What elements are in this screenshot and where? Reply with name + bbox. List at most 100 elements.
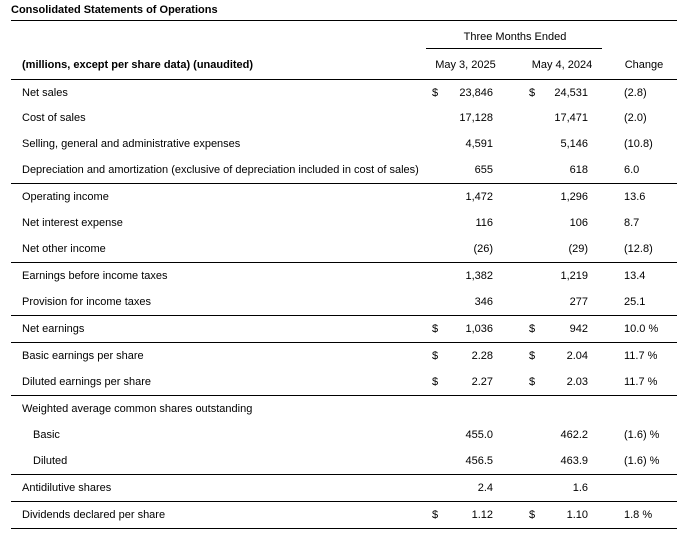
value-prior: 1.6	[572, 482, 588, 494]
value-prior: 1.10	[566, 509, 588, 521]
value-change: (1.6) %	[624, 429, 660, 441]
value-current: 2.28	[471, 350, 493, 362]
value-prior: 942	[569, 323, 588, 335]
table-row: Weighted average common shares outstandi…	[11, 396, 677, 422]
value-prior: 24,531	[554, 87, 588, 99]
value-prior: 277	[569, 296, 588, 308]
table-row: Operating income 1,472 1,296 13.6	[11, 184, 677, 210]
table-row: Net earnings $ 1,036 $ 942 10.0 %	[11, 316, 677, 343]
row-label: Basic earnings per share	[22, 350, 144, 362]
row-label: Diluted earnings per share	[22, 376, 152, 388]
value-prior: 462.2	[560, 429, 588, 441]
value-change: 10.0 %	[624, 323, 659, 335]
value-current: 1.12	[471, 509, 493, 521]
label-column-header: (millions, except per share data) (unaud…	[22, 59, 254, 71]
value-change: 6.0	[624, 164, 640, 176]
value-prior: 463.9	[560, 455, 588, 467]
column-header-prior: May 4, 2024	[531, 59, 593, 71]
currency-symbol: $	[529, 376, 536, 388]
table-row: Depreciation and amortization (exclusive…	[11, 157, 677, 184]
table-row: Basic earnings per share $ 2.28 $ 2.04 1…	[11, 343, 677, 369]
table-row: Cost of sales 17,128 17,471 (2.0)	[11, 105, 677, 131]
value-change: (2.0)	[624, 112, 647, 124]
row-label: Diluted	[33, 455, 68, 467]
value-current: 116	[475, 217, 493, 229]
row-label: Net other income	[22, 243, 106, 255]
row-label: Provision for income taxes	[22, 296, 151, 308]
row-label: Basic	[33, 429, 60, 441]
value-current: 2.4	[477, 482, 493, 494]
value-current: (26)	[473, 243, 493, 255]
row-label: Depreciation and amortization (exclusive…	[22, 164, 419, 176]
value-current: 1,382	[465, 270, 493, 282]
row-label: Weighted average common shares outstandi…	[22, 403, 253, 415]
currency-symbol: $	[432, 376, 439, 388]
table-row: Selling, general and administrative expe…	[11, 131, 677, 157]
period-header: Three Months Ended	[463, 31, 567, 43]
currency-symbol: $	[432, 509, 439, 521]
table-row: Diluted earnings per share $ 2.27 $ 2.03…	[11, 369, 677, 396]
value-change: (12.8)	[624, 243, 653, 255]
table-row: Net interest expense 116 106 8.7	[11, 210, 677, 236]
title-divider	[11, 20, 677, 21]
row-label: Dividends declared per share	[22, 509, 166, 521]
value-current: 1,472	[465, 191, 493, 203]
value-prior: 5,146	[560, 138, 588, 150]
currency-symbol: $	[529, 87, 536, 99]
value-prior: 618	[569, 164, 588, 176]
currency-symbol: $	[529, 509, 536, 521]
value-change: (2.8)	[624, 87, 647, 99]
table-row: Basic 455.0 462.2 (1.6) %	[11, 422, 677, 448]
row-label: Operating income	[22, 191, 109, 203]
value-change: 13.4	[624, 270, 646, 282]
value-current: 346	[474, 296, 493, 308]
value-current: 23,846	[459, 87, 493, 99]
row-label: Earnings before income taxes	[22, 270, 168, 282]
table-row: Earnings before income taxes 1,382 1,219…	[11, 263, 677, 289]
value-prior: (29)	[568, 243, 588, 255]
value-current: 1,036	[465, 323, 493, 335]
value-change: (10.8)	[624, 138, 653, 150]
row-label: Net sales	[22, 87, 68, 99]
value-change: 1.8 %	[624, 509, 653, 521]
value-prior: 1,219	[560, 270, 588, 282]
row-label: Net earnings	[22, 323, 85, 335]
value-change: 25.1	[624, 296, 646, 308]
value-prior: 17,471	[554, 112, 588, 124]
table-row: Net sales $ 23,846 $ 24,531 (2.8)	[11, 79, 677, 106]
value-change: 11.7 %	[624, 376, 658, 388]
value-prior: 2.04	[566, 350, 588, 362]
value-prior: 1,296	[560, 191, 588, 203]
value-current: 655	[474, 164, 493, 176]
currency-symbol: $	[432, 323, 439, 335]
value-change: (1.6) %	[624, 455, 660, 467]
table-row: Antidilutive shares 2.4 1.6	[11, 475, 677, 502]
period-header-underline	[426, 48, 602, 49]
row-label: Net interest expense	[22, 217, 123, 229]
value-current: 456.5	[465, 455, 493, 467]
currency-symbol: $	[529, 323, 536, 335]
row-label: Antidilutive shares	[22, 482, 112, 494]
table-row: Dividends declared per share $ 1.12 $ 1.…	[11, 502, 677, 529]
value-current: 455.0	[465, 429, 493, 441]
currency-symbol: $	[432, 87, 439, 99]
column-header-change: Change	[624, 59, 664, 71]
table-row: Diluted 456.5 463.9 (1.6) %	[11, 448, 677, 475]
table-row: Provision for income taxes 346 277 25.1	[11, 289, 677, 316]
row-label: Cost of sales	[22, 112, 86, 124]
table-row: Net other income (26) (29) (12.8)	[11, 236, 677, 263]
value-current: 17,128	[459, 112, 493, 124]
column-header-current: May 3, 2025	[435, 59, 496, 71]
value-prior: 2.03	[566, 376, 588, 388]
row-label: Selling, general and administrative expe…	[22, 138, 241, 150]
currency-symbol: $	[529, 350, 536, 362]
value-current: 2.27	[471, 376, 493, 388]
value-change: 8.7	[624, 217, 640, 229]
value-change: 13.6	[624, 191, 646, 203]
value-prior: 106	[569, 217, 588, 229]
value-current: 4,591	[465, 138, 493, 150]
currency-symbol: $	[432, 350, 439, 362]
value-change: 11.7 %	[624, 350, 658, 362]
statement-title: Consolidated Statements of Operations	[11, 4, 218, 16]
